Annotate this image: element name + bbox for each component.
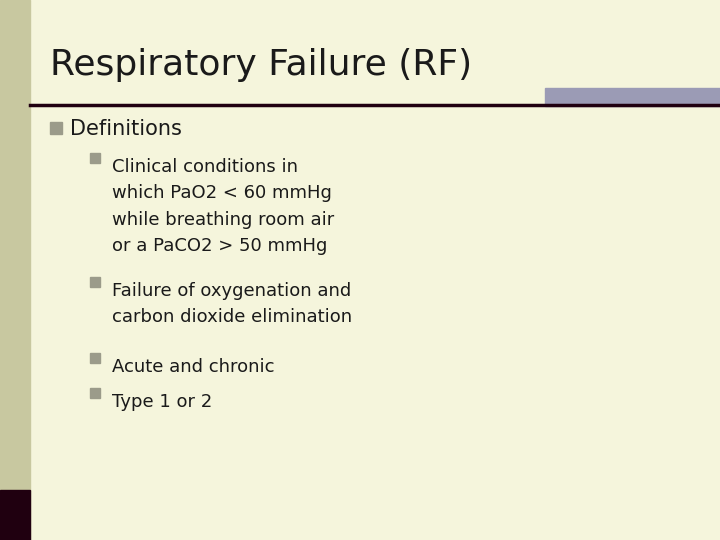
Bar [90,277,100,287]
Bar [0,490,30,540]
Text: Definitions: Definitions [70,119,182,139]
Bar [90,353,100,363]
Text: Respiratory Failure (RF): Respiratory Failure (RF) [50,48,472,82]
Text: Clinical conditions in
which PaO2 < 60 mmHg
while breathing room air
or a PaCO2 : Clinical conditions in which PaO2 < 60 m… [112,158,334,255]
Text: Type 1 or 2: Type 1 or 2 [112,393,212,411]
Bar [90,388,100,398]
Text: Acute and chronic: Acute and chronic [112,358,274,376]
Bar [50,122,62,134]
Bar [0,0,30,540]
Bar [545,88,720,106]
Text: Failure of oxygenation and
carbon dioxide elimination: Failure of oxygenation and carbon dioxid… [112,282,352,326]
Bar [90,153,100,163]
